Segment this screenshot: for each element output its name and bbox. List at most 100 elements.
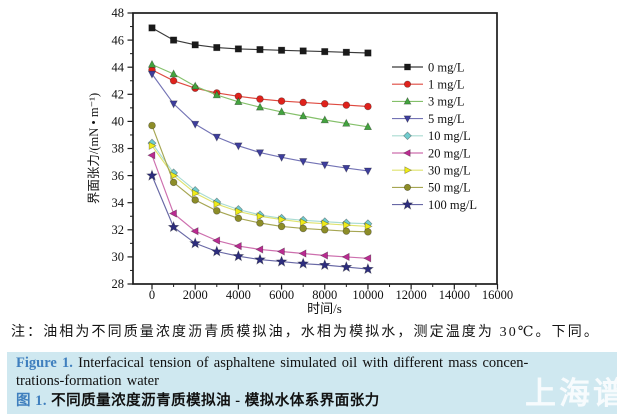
marker-triangle-left (255, 245, 264, 254)
marker-star (189, 236, 202, 249)
marker-square (170, 36, 178, 44)
y-tick-label: 36 (112, 169, 125, 183)
legend-label: 3 mg/L (428, 95, 464, 109)
marker-triangle-up (191, 81, 200, 90)
x-tick-label: 4000 (226, 288, 251, 302)
marker-star (361, 262, 375, 275)
x-tick-label: 14000 (439, 288, 470, 302)
figure-caption: Figure 1. Interfacical tension of asphal… (7, 352, 617, 414)
marker-triangle-left (298, 249, 307, 258)
x-tick-label: 12000 (396, 288, 427, 302)
marker-triangle-right (256, 212, 265, 221)
marker-circle (321, 100, 329, 108)
marker-triangle-down (320, 161, 329, 170)
marker-circle (364, 102, 372, 111)
series-line-20mgL (151, 155, 368, 259)
marker-circle (342, 101, 351, 109)
legend-label: 20 mg/L (428, 146, 471, 160)
legend-label: 5 mg/L (428, 112, 464, 126)
marker-star (297, 257, 310, 269)
marker-circle (256, 95, 264, 103)
marker-star (167, 220, 180, 233)
marker-triangle-left (147, 151, 156, 160)
marker-triangle-right (213, 199, 222, 209)
marker-triangle-left (363, 254, 372, 263)
marker-square (191, 41, 199, 49)
marker-triangle-down (191, 120, 200, 129)
marker-triangle-right (321, 219, 330, 228)
marker-circle (321, 226, 329, 234)
marker-triangle-right (343, 220, 352, 230)
marker-triangle-down (299, 158, 308, 167)
marker-star (145, 169, 159, 181)
y-tick-label: 46 (112, 33, 125, 47)
y-tick-label: 44 (112, 60, 125, 74)
x-tick-label: 10000 (352, 288, 383, 302)
marker-triangle-down (255, 149, 265, 158)
marker-triangle-up (342, 118, 351, 127)
marker-triangle-down (147, 70, 157, 79)
marker-square (321, 48, 329, 56)
legend-label: 10 mg/L (428, 129, 471, 143)
marker-triangle-left (190, 227, 199, 236)
y-tick-label: 38 (112, 142, 125, 156)
figure-label-zh: 图 1. (16, 393, 47, 409)
marker-triangle-right (404, 166, 413, 175)
marker-triangle-left (276, 247, 285, 256)
marker-star (253, 253, 267, 265)
marker-triangle-up (299, 111, 308, 120)
marker-triangle-down (342, 164, 351, 173)
marker-diamond (403, 131, 412, 141)
marker-square (256, 46, 264, 54)
caption-en-text: Interfacical tension of asphaltene simul… (72, 355, 529, 371)
marker-triangle-up (234, 97, 243, 105)
x-tick-label: 8000 (312, 288, 337, 302)
marker-circle (403, 183, 412, 191)
marker-triangle-down (363, 167, 373, 176)
marker-square (148, 24, 156, 32)
marker-star (275, 255, 288, 267)
marker-triangle-up (277, 107, 286, 116)
y-tick-label: 28 (112, 277, 125, 291)
marker-circle (191, 196, 199, 204)
marker-triangle-right (299, 218, 308, 227)
marker-circle (277, 222, 286, 231)
marker-triangle-left (212, 236, 221, 245)
y-tick-label: 48 (112, 6, 125, 20)
y-tick-label: 42 (112, 88, 125, 102)
marker-triangle-right (278, 215, 287, 224)
watermark-text: 上海谱 (525, 376, 617, 411)
marker-square (213, 44, 221, 52)
figure-label-en: Figure 1. (16, 355, 73, 371)
x-tick-label: 0 (149, 288, 155, 302)
marker-circle (213, 207, 221, 215)
x-axis-title: 时间/s (307, 301, 342, 316)
marker-triangle-down (234, 142, 243, 151)
marker-triangle-right (235, 207, 244, 216)
marker-circle (256, 219, 264, 227)
caption-zh-text: 不同质量浓度沥青质模拟油 - 模拟水体系界面张力 (47, 393, 380, 409)
y-tick-label: 34 (112, 196, 125, 210)
caption-en-line1: Figure 1. Interfacical tension of asphal… (16, 355, 608, 373)
marker-triangle-right (148, 141, 157, 150)
marker-triangle-left (402, 149, 411, 157)
marker-circle (342, 227, 351, 235)
marker-square (342, 48, 350, 56)
marker-circle (403, 80, 412, 88)
marker-triangle-up (255, 102, 265, 111)
legend-label: 50 mg/L (428, 181, 471, 195)
marker-square (299, 47, 307, 55)
marker-triangle-up (147, 59, 157, 68)
marker-triangle-left (341, 252, 350, 262)
marker-circle (364, 228, 372, 236)
marker-star (401, 198, 414, 210)
x-tick-label: 2000 (183, 288, 208, 302)
marker-star (232, 249, 245, 262)
marker-circle (277, 97, 286, 105)
marker-triangle-down (212, 133, 221, 142)
marker-triangle-down (169, 100, 178, 109)
interfacial-tension-chart: 0 2000 4000 6000 8000 10000 12000 14000 16000 28 3… (86, 6, 513, 316)
marker-triangle-right (191, 189, 200, 198)
marker-triangle-up (169, 69, 178, 78)
y-tick-label: 40 (112, 115, 125, 129)
